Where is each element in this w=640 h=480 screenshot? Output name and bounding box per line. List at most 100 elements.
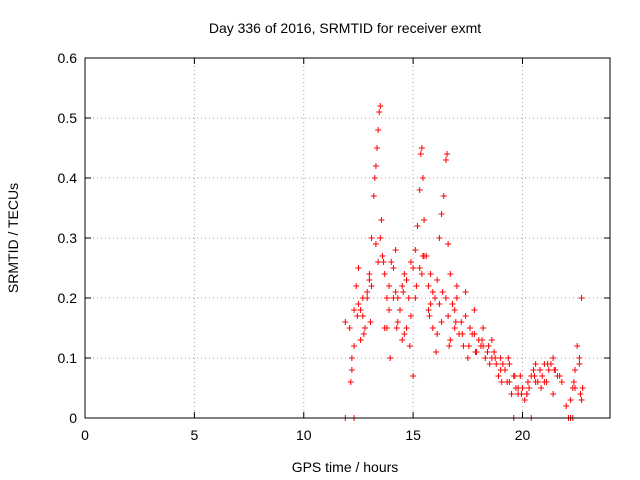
data-point (488, 337, 495, 343)
data-point (442, 157, 449, 163)
data-point (419, 175, 426, 181)
data-point (367, 319, 374, 325)
data-point (524, 379, 531, 385)
data-point (397, 307, 403, 313)
data-point (416, 187, 423, 193)
data-point (390, 295, 397, 301)
data-point (376, 109, 383, 115)
data-point (380, 259, 387, 265)
data-point (407, 259, 414, 265)
data-point (499, 361, 506, 367)
data-point (538, 385, 545, 391)
data-point (452, 319, 459, 325)
data-point (372, 163, 379, 169)
data-point (433, 349, 440, 355)
data-point (477, 343, 484, 349)
data-point (378, 217, 385, 223)
data-point (576, 361, 583, 367)
data-point (375, 259, 382, 265)
data-point (432, 295, 438, 301)
data-point (406, 343, 413, 349)
data-point (400, 289, 407, 295)
data-point (399, 337, 406, 343)
x-tick-label: 0 (81, 427, 89, 443)
data-point (551, 367, 558, 373)
data-point (370, 193, 377, 199)
points-layer (342, 103, 586, 421)
x-tick-label: 15 (405, 427, 421, 443)
data-point (526, 385, 533, 391)
data-point (351, 307, 358, 313)
plot-frame (84, 57, 611, 419)
y-tick-label: 0.2 (58, 290, 78, 306)
data-point (416, 265, 423, 271)
data-point (429, 325, 436, 331)
data-point (364, 289, 371, 295)
data-point (492, 355, 499, 361)
data-point (426, 313, 433, 319)
data-point (427, 301, 434, 307)
data-point (386, 283, 393, 289)
data-point (453, 295, 460, 301)
data-point (393, 325, 400, 331)
data-point (377, 103, 384, 109)
axis-layer: 0 0.1 0.2 0.3 0.4 0.5 0.6 0 5 10 15 20 (58, 50, 610, 443)
data-point (412, 247, 419, 253)
data-point (413, 283, 420, 289)
data-point (405, 295, 412, 301)
grid-layer (85, 58, 610, 418)
data-point (446, 343, 453, 349)
data-point (387, 355, 394, 361)
data-point (410, 265, 417, 271)
data-point (550, 391, 557, 397)
data-point (576, 355, 583, 361)
data-point (504, 379, 511, 385)
data-point (403, 325, 410, 331)
data-point (417, 151, 424, 157)
data-point (388, 259, 395, 265)
data-point (462, 313, 469, 319)
data-point (399, 283, 406, 289)
x-axis-label: GPS time / hours (292, 459, 399, 475)
y-tick-label: 0.3 (58, 230, 78, 246)
x-tick-label: 20 (515, 427, 531, 443)
data-point (453, 283, 460, 289)
data-point (421, 217, 428, 223)
data-point (451, 307, 458, 313)
data-point (485, 343, 492, 349)
data-point (458, 319, 465, 325)
data-point (436, 301, 443, 307)
data-point (577, 391, 584, 397)
data-point (578, 295, 585, 301)
data-point (469, 331, 476, 337)
data-point (372, 241, 379, 247)
data-point (366, 277, 373, 283)
data-point (502, 367, 508, 373)
data-point (351, 343, 358, 349)
data-point (451, 325, 458, 331)
data-point (445, 241, 452, 247)
data-point (360, 331, 367, 337)
data-point (521, 397, 528, 403)
data-point (434, 331, 441, 337)
data-point (532, 361, 539, 367)
data-point (407, 313, 414, 319)
data-point (410, 373, 417, 379)
data-point (425, 283, 432, 289)
data-point (486, 361, 493, 367)
data-point (567, 397, 574, 403)
data-point (465, 343, 472, 349)
data-point (401, 271, 408, 277)
data-point (401, 331, 408, 337)
data-point (539, 373, 546, 379)
data-point (464, 355, 471, 361)
data-point (355, 265, 362, 271)
data-point (537, 367, 543, 373)
data-point (558, 379, 565, 385)
data-point (440, 193, 447, 199)
data-point (544, 361, 551, 367)
data-point (482, 355, 489, 361)
data-point (572, 385, 578, 391)
data-point (418, 271, 425, 277)
